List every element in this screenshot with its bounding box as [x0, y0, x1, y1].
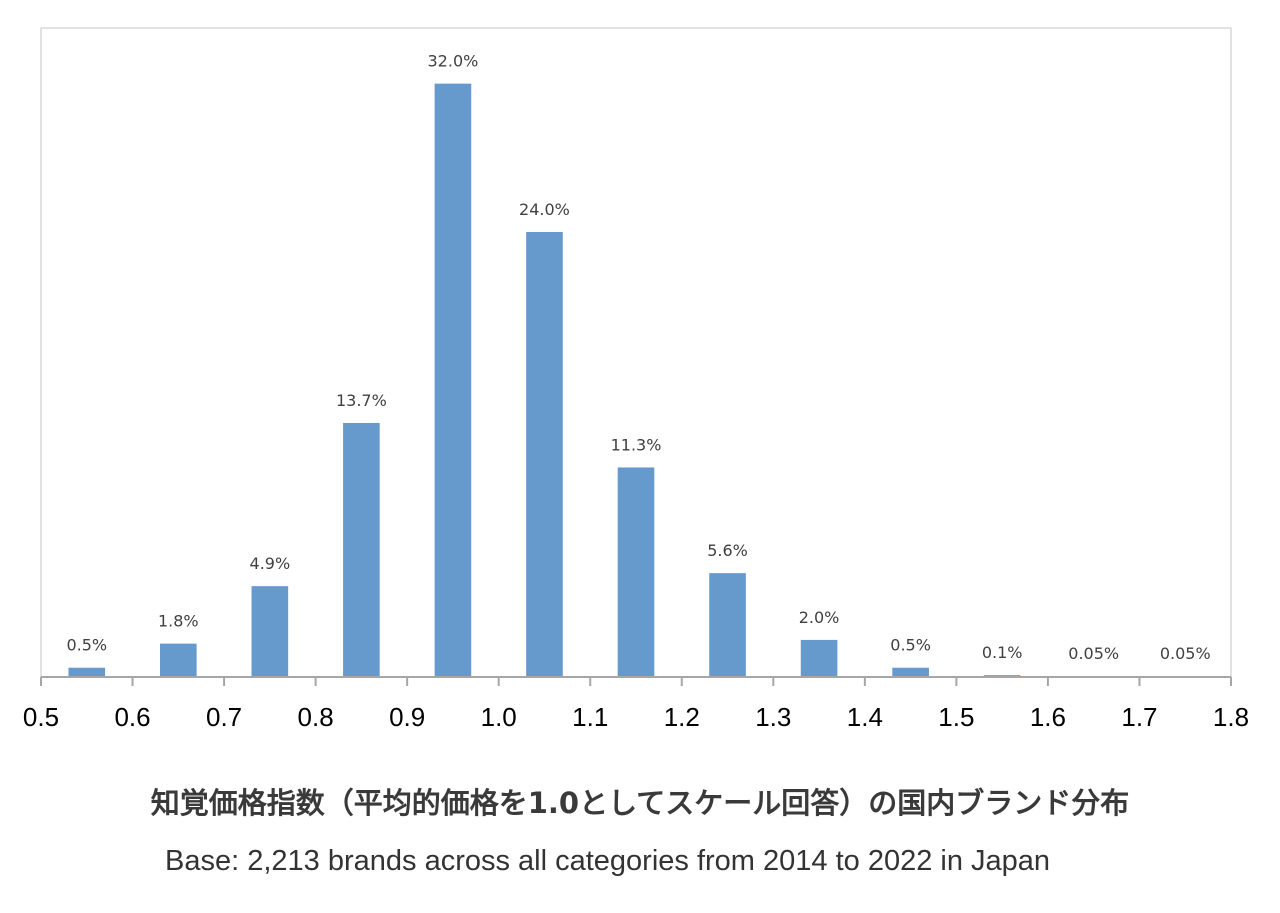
data-label-8: 2.0%	[799, 608, 840, 627]
x-tick-label-4: 0.9	[389, 702, 425, 732]
data-label-1: 1.8%	[158, 612, 199, 631]
x-tick-label-7: 1.2	[664, 702, 700, 732]
x-tick-label-0: 0.5	[23, 702, 59, 732]
chart-caption-title: 知覚価格指数（平均的価格を1.0としてスケール回答）の国内ブランド分布	[150, 786, 1130, 820]
bars-group	[68, 83, 1204, 678]
data-label-0: 0.5%	[66, 636, 107, 655]
x-tick-label-2: 0.7	[206, 702, 242, 732]
x-ticks-group	[40, 677, 1232, 686]
data-label-9: 0.5%	[890, 636, 931, 655]
bar-4	[434, 83, 472, 678]
data-label-12: 0.05%	[1160, 644, 1211, 663]
chart-caption-base: Base: 2,213 brands across all categories…	[165, 845, 1051, 877]
data-label-10: 0.1%	[982, 643, 1023, 662]
bar-6	[617, 467, 655, 677]
bar-8	[800, 639, 838, 677]
data-label-4: 32.0%	[428, 52, 479, 71]
bar-1	[160, 643, 197, 677]
bar-3	[343, 422, 380, 677]
bar-7	[709, 573, 746, 677]
data-label-3: 13.7%	[336, 391, 387, 410]
bar-9	[892, 667, 929, 677]
x-tick-label-13: 1.8	[1213, 702, 1249, 732]
data-label-5: 24.0%	[519, 200, 570, 219]
bar-2	[251, 586, 289, 677]
x-tick-label-12: 1.7	[1121, 702, 1157, 732]
x-tick-label-5: 1.0	[481, 702, 517, 732]
data-label-6: 11.3%	[611, 435, 662, 454]
x-tick-label-11: 1.6	[1030, 702, 1066, 732]
x-tick-labels-group: 0.5 0.6 0.7 0.8 0.9 1.0 1.1 1.2 1.3 1.4 1.5 1.6 1.7 1…	[23, 702, 1249, 732]
data-label-7: 5.6%	[707, 541, 748, 560]
bar-5	[526, 231, 563, 677]
data-labels-group: 0.5% 1.8% 4.9% 13.7% 32.0% 24.0% 11.3% 5.6% 2.0%…	[66, 52, 1210, 663]
x-tick-label-1: 0.6	[114, 702, 150, 732]
x-tick-label-3: 0.8	[298, 702, 334, 732]
histogram-chart: 0.5% 1.8% 4.9% 13.7% 32.0% 24.0% 11.3% 5.6% 2.0%…	[23, 27, 1249, 732]
x-tick-label-8: 1.3	[755, 702, 791, 732]
x-tick-label-10: 1.5	[938, 702, 974, 732]
x-tick-label-6: 1.1	[572, 702, 608, 732]
x-tick-label-9: 1.4	[847, 702, 883, 732]
data-label-2: 4.9%	[250, 554, 291, 573]
data-label-11: 0.05%	[1068, 644, 1119, 663]
bar-0	[68, 667, 106, 677]
